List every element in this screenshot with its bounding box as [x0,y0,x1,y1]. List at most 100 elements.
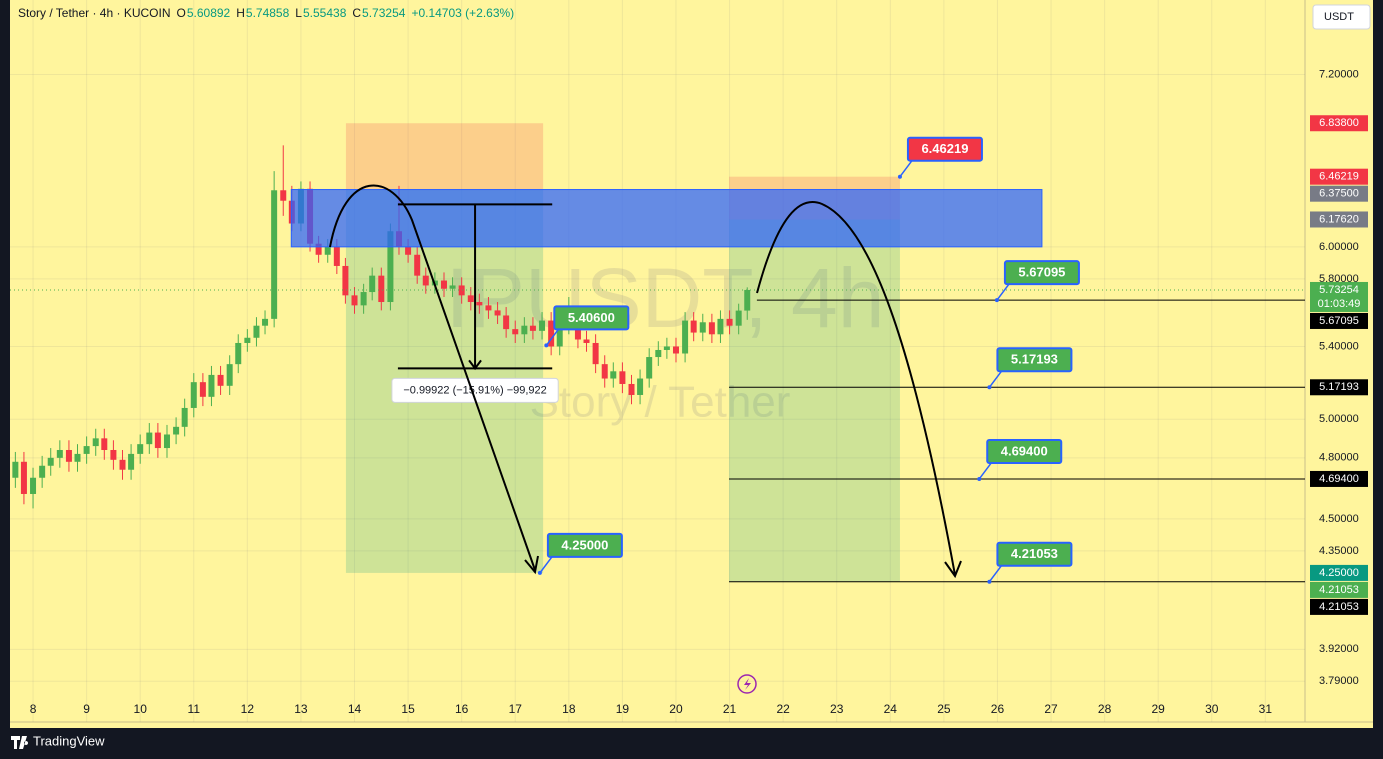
candle-body [262,318,269,326]
candle-body [449,285,456,289]
candle-body [110,449,117,460]
candle-body [315,243,322,255]
candle-body [619,371,626,384]
currency-box[interactable] [1312,4,1371,30]
candle-body [548,320,555,347]
price-label: 4.69400 [1319,473,1359,485]
callout-box [906,136,983,162]
candle-body [226,364,233,386]
callout-anchor [537,570,542,575]
candle-body [199,382,206,397]
x-tick-label: 8 [30,702,37,716]
callout-pointer [545,328,559,346]
callout-box [553,305,630,331]
price-label: 6.83800 [1319,117,1359,129]
candle-body [119,459,126,470]
candle-body [476,302,483,306]
ohlc-value: 5.55438 [302,6,347,20]
ohlc-key: L [295,6,302,20]
x-tick-label: 20 [669,702,683,716]
candle-body [128,453,135,470]
price-label-box [1310,185,1368,202]
candle-body [324,246,331,255]
candle-body [628,383,635,395]
callout-label: 5.67095 [1018,265,1065,280]
price-label-box [1310,281,1368,312]
candle-body [74,453,81,462]
ohlc-key: C [352,6,362,20]
candle-body [485,305,492,311]
candle-body [467,295,474,303]
watermark-name: Story / Tether [530,378,791,427]
brand-name[interactable]: TradingView [33,733,105,748]
callout-pointer [988,565,1003,583]
x-tick-label: 13 [294,702,308,716]
price-label: 4.21053 [1319,584,1359,596]
callout-pointer [988,370,1003,388]
candle-body [637,378,644,395]
callouts: 6.46219 5.67095 5.40600 5.17193 4.69400 4.250… [537,136,1080,584]
callout-pointer [899,160,913,178]
candle-body [360,292,367,306]
measure-label: −0.99922 (−15.91%) −99,922 [403,384,546,396]
price-label: 6.37500 [1319,188,1359,200]
candle-body [83,446,90,454]
brand-logo[interactable] [11,736,29,749]
x-tick-label: 23 [830,702,844,716]
x-tick-label: 25 [937,702,951,716]
x-tick-label: 27 [1044,702,1058,716]
candle-body [414,254,421,276]
price-label-box [1310,470,1368,487]
x-tick-label: 21 [723,702,737,716]
currency-label[interactable]: USDT [1324,11,1354,23]
currency-button[interactable]: USDT [1312,4,1371,30]
lightning-icon[interactable] [737,674,757,694]
callout-anchor [977,476,982,481]
candle-body [646,357,653,379]
callout-label: 5.17193 [1011,352,1058,367]
callout-anchor [994,298,999,303]
candle-body [440,280,447,289]
candle-body [699,322,706,333]
price-label-box [1310,564,1368,581]
candle-body [682,320,689,354]
x-tick-label: 17 [509,702,523,716]
candle-body [30,477,37,494]
candle-body [369,275,376,293]
candle-body [47,457,54,466]
chart-background [10,0,1373,728]
watermark-symbol: IPUSDT, 4h [446,251,885,345]
change-value: +0.14703 (+2.63%) [411,6,515,20]
y-tick-label: 3.92000 [1319,643,1359,655]
price-label: 4.25000 [1319,567,1359,579]
callout-box [986,438,1063,464]
x-tick-label: 28 [1098,702,1112,716]
price-label-box [1310,168,1368,185]
candle-body [556,325,563,347]
callout-box [996,347,1073,373]
axes: 8 9 10 11 12 13 14 15 16 17 18 19 20 21 22 23 24 25 26 27 28… [30,68,1368,716]
brand[interactable]: TradingView [11,733,105,749]
candle-body [190,382,197,408]
x-tick-label: 26 [991,702,1005,716]
icon-circle[interactable] [737,674,757,694]
callout-box [996,541,1073,567]
callout-label: 6.46219 [921,141,968,156]
callout-box [1003,260,1080,286]
candle-body [458,285,465,296]
arrow-head [524,555,539,575]
arrow-head [944,560,962,579]
candle-body [173,426,180,435]
price-label: 6.46219 [1319,171,1359,183]
icon-bolt[interactable] [744,678,751,690]
candle-body [672,346,679,354]
candle-body [280,190,287,201]
y-tick-label: 5.00000 [1319,413,1359,425]
callout-pointer [539,556,553,574]
measure-arrow [468,359,482,371]
y-tick-label: 6.00000 [1319,241,1359,253]
candle-body [217,374,224,386]
candle-body [137,444,144,454]
